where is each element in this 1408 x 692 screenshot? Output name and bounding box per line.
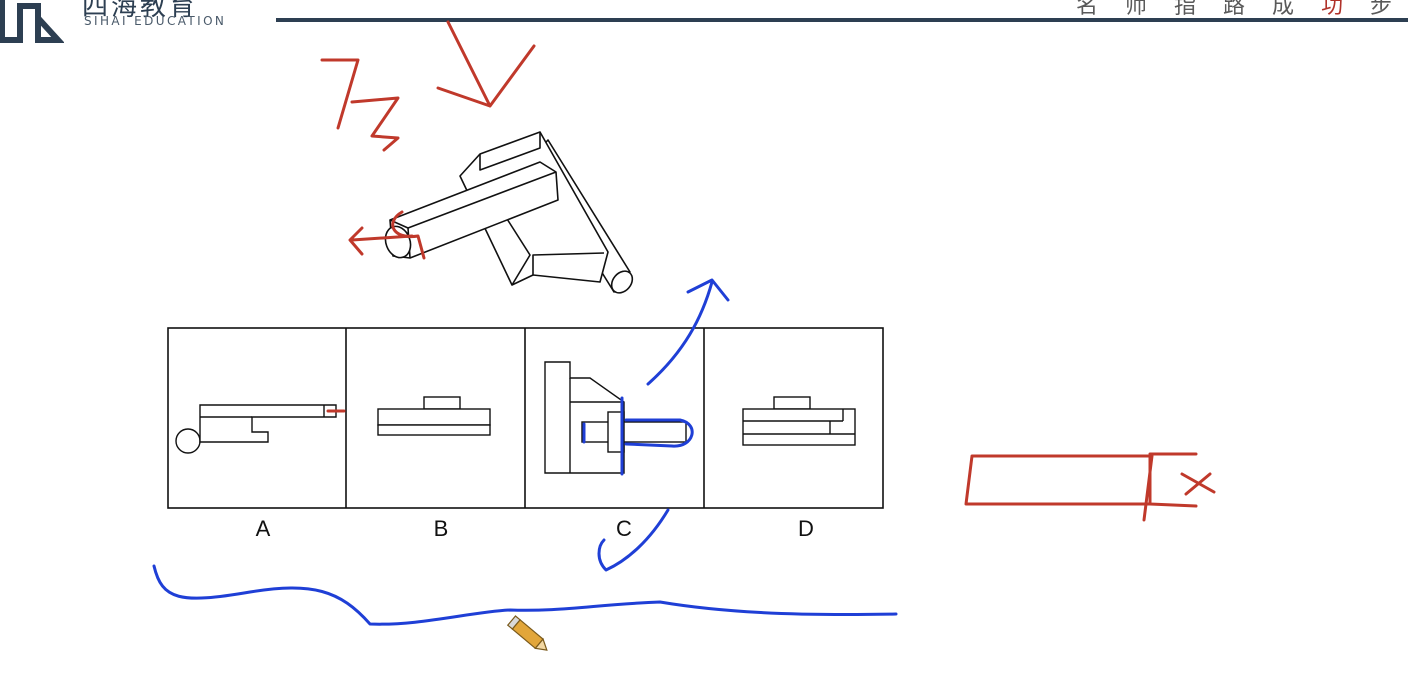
- options-frame: [167, 327, 884, 509]
- sihai-logo-icon: [0, 0, 64, 43]
- slogan-text-left: 名 师 指 路 成: [1076, 0, 1321, 19]
- header-slogan: 名 师 指 路 成 功 步: [1076, 0, 1402, 20]
- red-left-arrow: [348, 226, 414, 256]
- option-d-view[interactable]: [704, 328, 883, 508]
- option-c-label: C: [616, 516, 632, 541]
- logo-chinese-text: 四海教育: [82, 0, 199, 22]
- option-a-view[interactable]: [168, 328, 346, 508]
- red-sevens-scribble: [320, 58, 400, 152]
- blue-wave-underline: [152, 564, 898, 626]
- option-b-label: B: [433, 516, 449, 541]
- option-b-view[interactable]: [346, 328, 525, 508]
- slide-header: 四海教育 SIHAI EDUCATION 名 师 指 路 成 功 步: [0, 0, 1408, 48]
- blue-down-stroke: [597, 508, 670, 572]
- blue-up-arrow: [646, 278, 730, 386]
- red-view-arrow: [436, 20, 536, 108]
- option-c-view[interactable]: [525, 328, 704, 508]
- red-annotations: [320, 20, 1216, 522]
- header-divider: [276, 18, 1408, 22]
- logo-english-text: SIHAI EDUCATION: [84, 14, 227, 28]
- pencil-cursor-icon: [506, 615, 548, 651]
- option-d-label: D: [798, 516, 814, 541]
- red-curl-mark: [391, 210, 426, 260]
- blue-annotations: [152, 278, 898, 626]
- slogan-text-right: 步: [1352, 0, 1402, 19]
- question-3d-object: [384, 131, 634, 294]
- red-rect-sketch: [964, 452, 1216, 522]
- slogan-accent: 功: [1320, 0, 1353, 19]
- option-a-label: A: [255, 516, 271, 541]
- blue-c-highlight: [582, 396, 694, 476]
